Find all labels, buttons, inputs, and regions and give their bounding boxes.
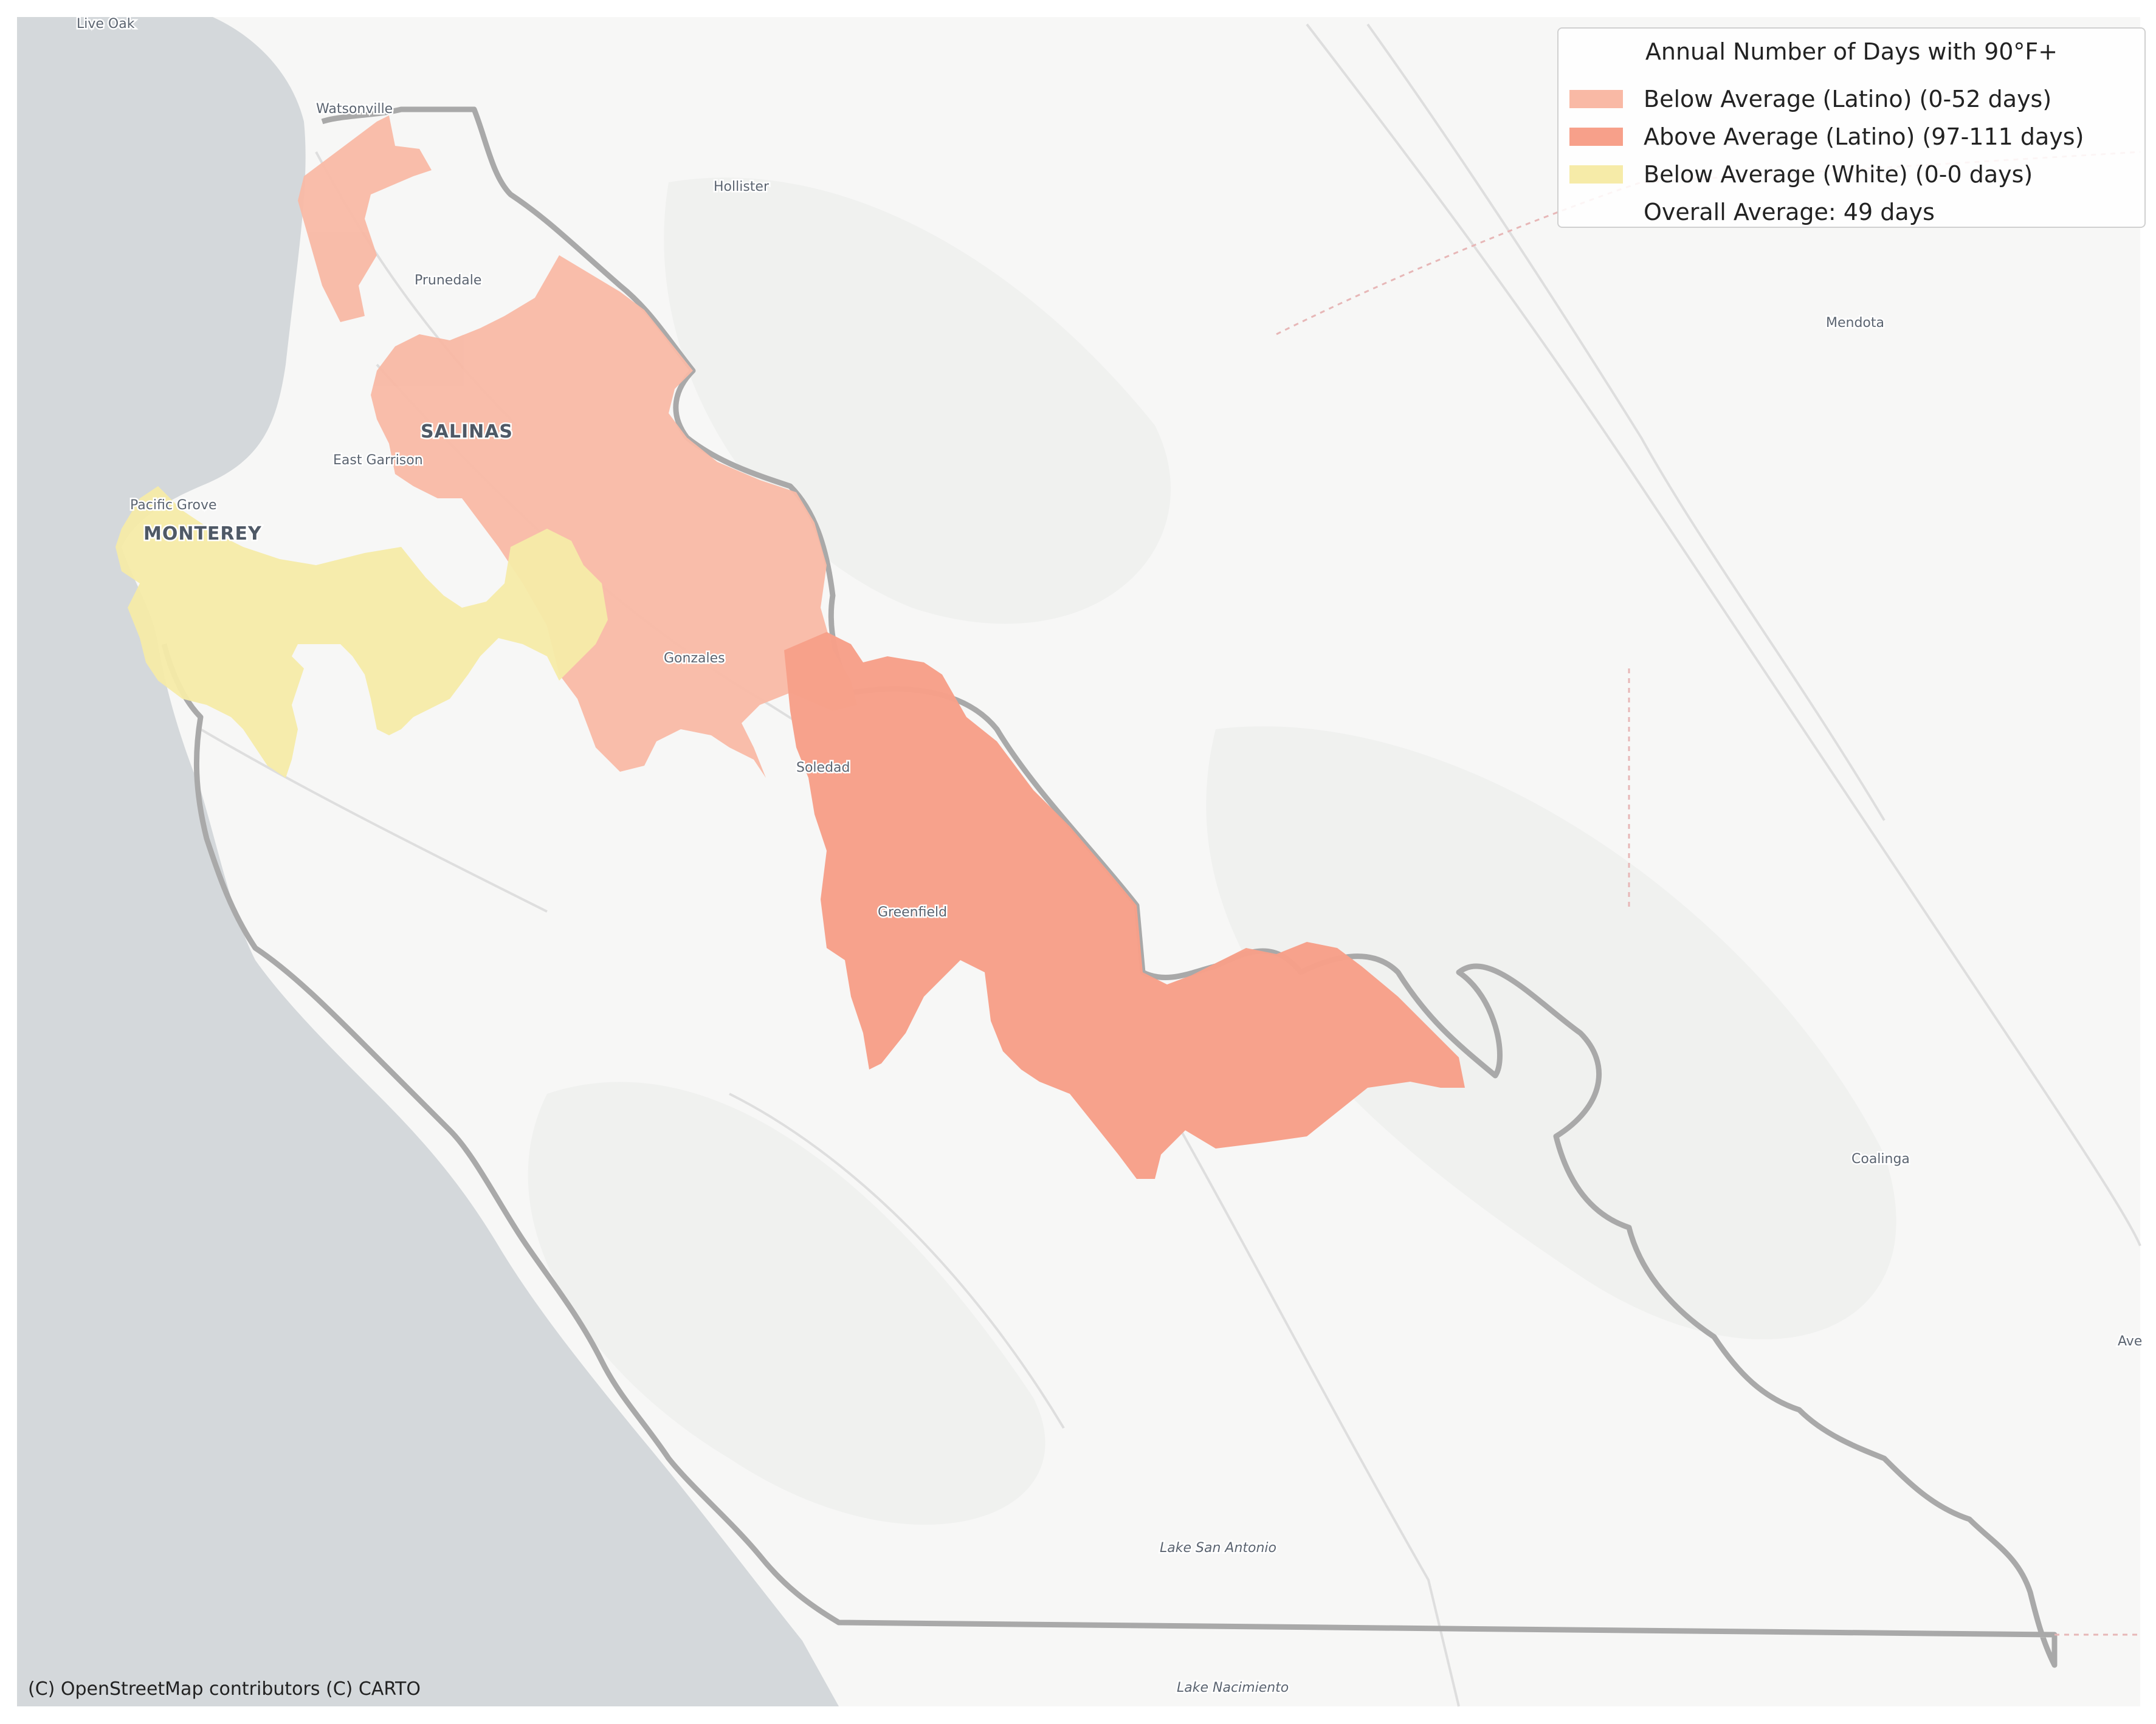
place-label-watsonville: Watsonville [316,101,393,117]
legend: Annual Number of Days with 90°F+ Below A… [1557,27,2146,228]
place-label-soledad: Soledad [796,760,850,775]
ocean [17,17,839,1706]
legend-title: Annual Number of Days with 90°F+ [1645,38,2058,65]
place-label-mendota: Mendota [1826,315,1884,331]
region-above-average-latino [784,632,1465,1179]
legend-swatch-overall-average [1569,203,1623,221]
place-label-coalinga: Coalinga [1851,1152,1910,1167]
legend-item-below-average-white: Below Average (White) (0-0 days) [1569,157,2033,191]
legend-item-below-average-latino: Below Average (Latino) (0-52 days) [1569,82,2051,116]
place-label-greenfield: Greenfield [878,905,947,920]
county-boundary [161,106,2058,1668]
legend-label: Below Average (Latino) (0-52 days) [1644,86,2052,112]
place-label-live-oak: Live Oak [77,16,135,32]
legend-swatch-below-average-latino [1569,90,1623,108]
legend-label: Above Average (Latino) (97-111 days) [1644,123,2084,150]
place-label-monterey: MONTEREY [143,523,262,544]
place-label-lake-nacimiento: Lake Nacimiento [1177,1680,1289,1695]
place-label-prunedale: Prunedale [415,273,481,288]
legend-label: Overall Average: 49 days [1644,199,1935,225]
place-label-hollister: Hollister [714,179,770,194]
place-label-east-garrison: East Garrison [333,453,423,468]
legend-swatch-below-average-white [1569,165,1623,184]
map-attribution: (C) OpenStreetMap contributors (C) CARTO [28,1678,421,1700]
place-label-gonzales: Gonzales [664,651,725,666]
legend-item-above-average-latino: Above Average (Latino) (97-111 days) [1569,120,2084,154]
legend-item-overall-average: Overall Average: 49 days [1569,195,1935,229]
place-label-pacific-grove: Pacific Grove [130,498,217,513]
legend-swatch-above-average-latino [1569,128,1623,146]
legend-label: Below Average (White) (0-0 days) [1644,161,2033,188]
place-label-salinas: SALINAS [421,421,513,442]
place-label-lake-san-antonio: Lake San Antonio [1160,1540,1276,1556]
region-below-average-white [115,486,608,778]
place-label-avenal: Ave [2118,1334,2142,1349]
region-below-average-latino [298,115,857,778]
